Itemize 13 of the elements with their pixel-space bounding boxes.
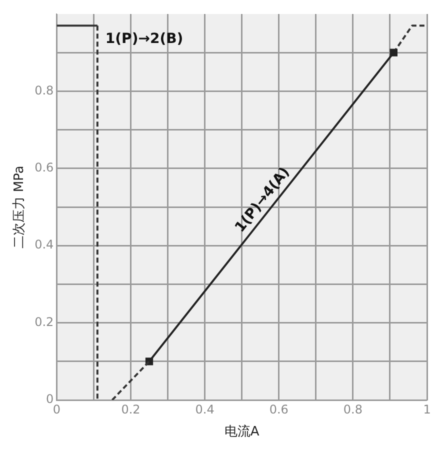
y-tick-label: 0.2 — [34, 314, 54, 329]
x-tick-label: 0.4 — [195, 402, 214, 416]
y-tick-label: 0.6 — [34, 160, 54, 175]
x-axis-title: 电流A — [224, 424, 260, 440]
x-tick-label: 0.8 — [343, 402, 362, 416]
y-tick-label: 0.4 — [34, 238, 54, 252]
x-tick-label: 1 — [423, 402, 431, 416]
x-tick-label: 0.2 — [121, 402, 140, 416]
y-tick-label: 0.8 — [34, 83, 54, 98]
series-label: 1(P)→2(B) — [105, 31, 184, 48]
y-tick-label: 0 — [46, 392, 54, 406]
x-tick-label: 0.6 — [269, 402, 288, 416]
y-axis-title: 二次压力 MPa — [12, 166, 28, 248]
